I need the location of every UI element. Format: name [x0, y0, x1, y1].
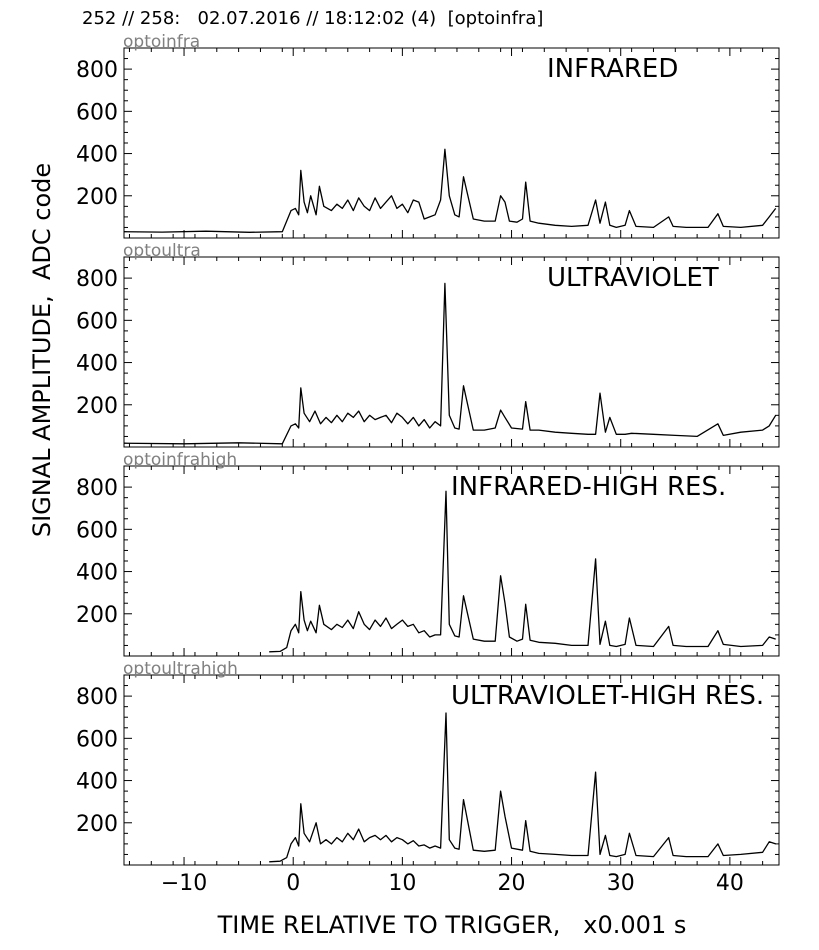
y-tick-label: 200 [76, 603, 118, 628]
panel-tag: optoinfrahigh [123, 450, 237, 470]
y-tick-label: 400 [76, 561, 118, 586]
x-tick-label: 30 [607, 871, 635, 896]
y-tick-label: 400 [76, 143, 118, 168]
signal-trace [269, 490, 776, 653]
y-tick-label: 800 [76, 476, 118, 501]
signal-trace [269, 712, 776, 863]
panel-frame [123, 47, 780, 239]
x-tick-label: 20 [498, 871, 526, 896]
x-axis-label: TIME RELATIVE TO TRIGGER, x0.001 s [217, 911, 687, 939]
panel-tag: optoultrahigh [123, 659, 238, 679]
y-tick-label: 600 [76, 100, 118, 125]
y-tick-label: 400 [76, 352, 118, 377]
figure-header: 252 // 258: 02.07.2016 // 18:12:02 (4) [… [82, 8, 544, 29]
panel-title: INFRARED [547, 54, 678, 84]
panel-title: ULTRAVIOLET [547, 263, 719, 293]
y-tick-label: 600 [76, 518, 118, 543]
y-tick-label: 200 [76, 185, 118, 210]
y-tick-label: 200 [76, 812, 118, 837]
signal-trace [123, 148, 777, 233]
panel-tag: optoinfra [123, 32, 200, 52]
y-tick-label: 800 [76, 685, 118, 710]
y-tick-label: 800 [76, 58, 118, 83]
x-tick-label: 40 [716, 871, 744, 896]
panel-tag: optoultra [123, 241, 201, 261]
x-tick-label: −10 [161, 871, 207, 896]
panel-title: INFRARED-HIGH RES. [451, 472, 726, 502]
x-tick-label: 0 [286, 871, 300, 896]
signal-trace [123, 282, 777, 445]
y-tick-label: 600 [76, 727, 118, 752]
y-tick-label: 200 [76, 394, 118, 419]
panel-title: ULTRAVIOLET-HIGH RES. [451, 681, 764, 711]
x-tick-label: 10 [388, 871, 416, 896]
y-tick-label: 600 [76, 309, 118, 334]
y-tick-label: 800 [76, 267, 118, 292]
y-tick-label: 400 [76, 770, 118, 795]
